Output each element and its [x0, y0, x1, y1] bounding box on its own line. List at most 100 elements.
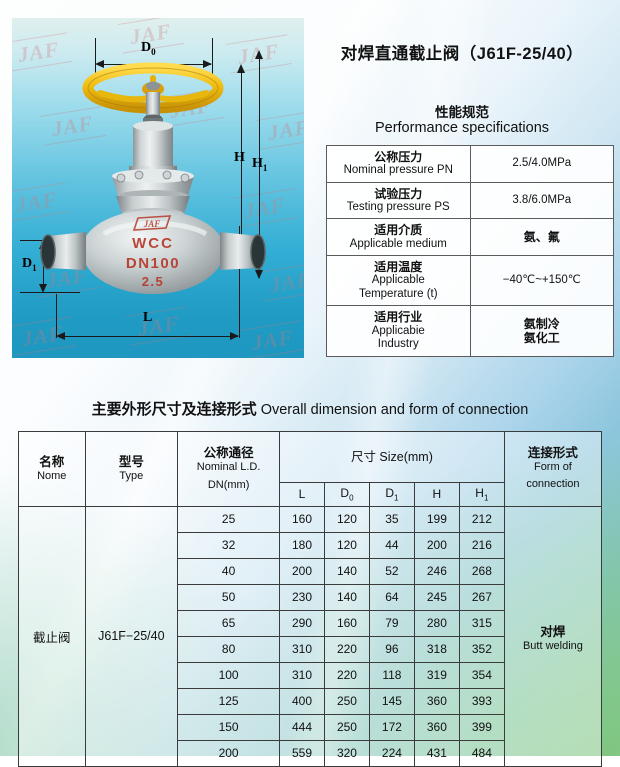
arrow-head-right [230, 332, 239, 340]
arrow-head-up [255, 50, 263, 59]
dimension-title-en: Overall dimension and form of connection [260, 402, 529, 418]
spec-value-cn: 氨、氟 [523, 230, 560, 245]
dimension-label-h1: H1 [252, 156, 268, 173]
cell-h: 200 [413, 531, 460, 559]
cell-h1: 484 [458, 739, 505, 767]
header-connection-form: 连接形式 Form of connection [503, 431, 603, 507]
cell-h: 360 [413, 713, 460, 741]
dimension-table-head: 名称 Nome 型号 Type 公称通径 Nominal L.D. DN(mm)… [18, 431, 603, 507]
header-type: 型号 Type [84, 431, 179, 507]
cell-d1: 224 [368, 739, 415, 767]
valve-illustration: WCC DN100 2.5 JAF [40, 62, 266, 294]
cell-l: 444 [279, 713, 325, 741]
cell-h1: 216 [458, 531, 505, 559]
spec-row: 试验压力 Testing pressure PS 3.8/6.0MPa [326, 181, 614, 220]
cell-connection-form: 对焊 Butt welding [503, 505, 603, 767]
cell-h1: 354 [458, 661, 505, 689]
cell-dn: 25 [177, 505, 280, 533]
cell-l: 200 [279, 557, 325, 585]
header-size-h: H [413, 482, 460, 507]
spec-label-cell: 试验压力 Testing pressure PS [326, 181, 471, 220]
spec-value: 2.5/4.0MPa [512, 157, 572, 170]
spec-section-title-cn: 性能规范 [435, 105, 489, 120]
spec-label-en: Temperature (t) [358, 287, 438, 300]
header-nominal-diameter: 公称通径 Nominal L.D. DN(mm) [177, 431, 280, 507]
cell-h: 431 [413, 739, 460, 767]
cell-d1: 145 [368, 687, 415, 715]
cell-d0: 220 [323, 635, 370, 663]
cell-d1: 44 [368, 531, 415, 559]
table-row: 65 290 160 79 280 315 [19, 609, 602, 637]
svg-text:DN100: DN100 [126, 255, 180, 272]
dimension-label-h: H [234, 150, 245, 165]
spec-value-cn: 氨化工 [523, 331, 560, 346]
dimension-line-h [241, 72, 242, 248]
cell-d0: 140 [323, 583, 370, 611]
spec-label-en: Nominal pressure PN [343, 164, 453, 177]
spec-label-cn: 适用行业 [374, 310, 423, 325]
cell-h: 360 [413, 687, 460, 715]
cell-d0: 250 [323, 687, 370, 715]
cell-dn: 200 [177, 739, 280, 767]
cell-d1: 52 [368, 557, 415, 585]
spec-label-cell: 适用温度 Applicable Temperature (t) [326, 255, 471, 307]
header-size-h1: H1 [458, 482, 505, 507]
cell-h: 246 [413, 557, 460, 585]
svg-text:2.5: 2.5 [142, 274, 165, 289]
spec-label-cn: 试验压力 [374, 186, 423, 201]
cell-dn: 40 [177, 557, 280, 585]
page-title: 对焊直通截止阀（J61F-25/40） [340, 45, 584, 63]
arrow-head-left [56, 332, 65, 340]
cell-d0: 160 [323, 609, 370, 637]
cell-d1: 64 [368, 583, 415, 611]
cell-valve-type: J61F−25/40 [84, 505, 179, 767]
cell-d0: 250 [323, 713, 370, 741]
cell-dn: 125 [177, 687, 280, 715]
table-row: 40 200 140 52 246 268 [19, 557, 602, 585]
cell-l: 230 [279, 583, 325, 611]
header-size-group: 尺寸 Size(mm) [279, 431, 505, 483]
header-size-d0: D0 [323, 482, 370, 507]
cell-h: 245 [413, 583, 460, 611]
svg-text:JAF: JAF [143, 219, 161, 229]
cell-d1: 96 [368, 635, 415, 663]
cell-dn: 65 [177, 609, 280, 637]
table-row: 80 310 220 96 318 352 [19, 635, 602, 663]
spec-label-cell: 公称压力 Nominal pressure PN [326, 145, 471, 183]
cell-d1: 79 [368, 609, 415, 637]
arrow-head-down [255, 270, 263, 279]
cell-h1: 393 [458, 687, 505, 715]
cell-d1: 35 [368, 505, 415, 533]
cell-d1: 172 [368, 713, 415, 741]
spec-value-cell: 氨制冷 氨化工 [469, 305, 614, 357]
spec-label-cell: 适用介质 Applicable medium [326, 218, 471, 257]
cell-d0: 140 [323, 557, 370, 585]
cell-h: 280 [413, 609, 460, 637]
spec-row: 适用介质 Applicable medium 氨、氟 [326, 218, 614, 257]
dimension-line-h1 [259, 58, 260, 278]
arrow-head-up [237, 64, 245, 73]
spec-value: 3.8/6.0MPa [512, 193, 572, 206]
performance-specifications-table: 公称压力 Nominal pressure PN 2.5/4.0MPa 试验压力 Tes… [326, 145, 614, 357]
spec-row: 公称压力 Nominal pressure PN 2.5/4.0MPa [326, 145, 614, 183]
spec-row: 适用行业 Applicabie Industry 氨制冷 氨化工 [326, 305, 614, 357]
cell-h1: 315 [458, 609, 505, 637]
arrow-head-down [39, 284, 47, 293]
dimension-header-row-1: 名称 Nome 型号 Type 公称通径 Nominal L.D. DN(mm)… [18, 431, 603, 507]
spec-label-en: Applicable medium [349, 237, 447, 250]
table-row: 32 180 120 44 200 216 [19, 531, 602, 559]
header-name: 名称 Nome [18, 431, 86, 507]
table-row: 截止阀 J61F−25/40 25 160 120 35 199 212 对焊 Butt weld… [18, 505, 603, 767]
spec-table-body: 公称压力 Nominal pressure PN 2.5/4.0MPa 试验压力 Tes… [326, 145, 614, 357]
dimension-table-body: 截止阀 J61F−25/40 25 160 120 35 199 212 对焊 Butt weld… [18, 505, 603, 767]
dimension-label-d1: D1 [22, 256, 37, 273]
cell-d0: 120 [323, 505, 370, 533]
spec-label-en: Applicabie [371, 324, 425, 337]
cell-d0: 120 [323, 531, 370, 559]
spec-value-cell: 3.8/6.0MPa [469, 181, 614, 220]
table-row: 100 310 220 118 319 354 [19, 661, 602, 689]
spec-label-cn: 适用介质 [374, 223, 423, 238]
spec-label-cell: 适用行业 Applicabie Industry [326, 305, 471, 357]
dimension-label-l: L [143, 310, 153, 325]
header-size-l: L [279, 482, 325, 507]
